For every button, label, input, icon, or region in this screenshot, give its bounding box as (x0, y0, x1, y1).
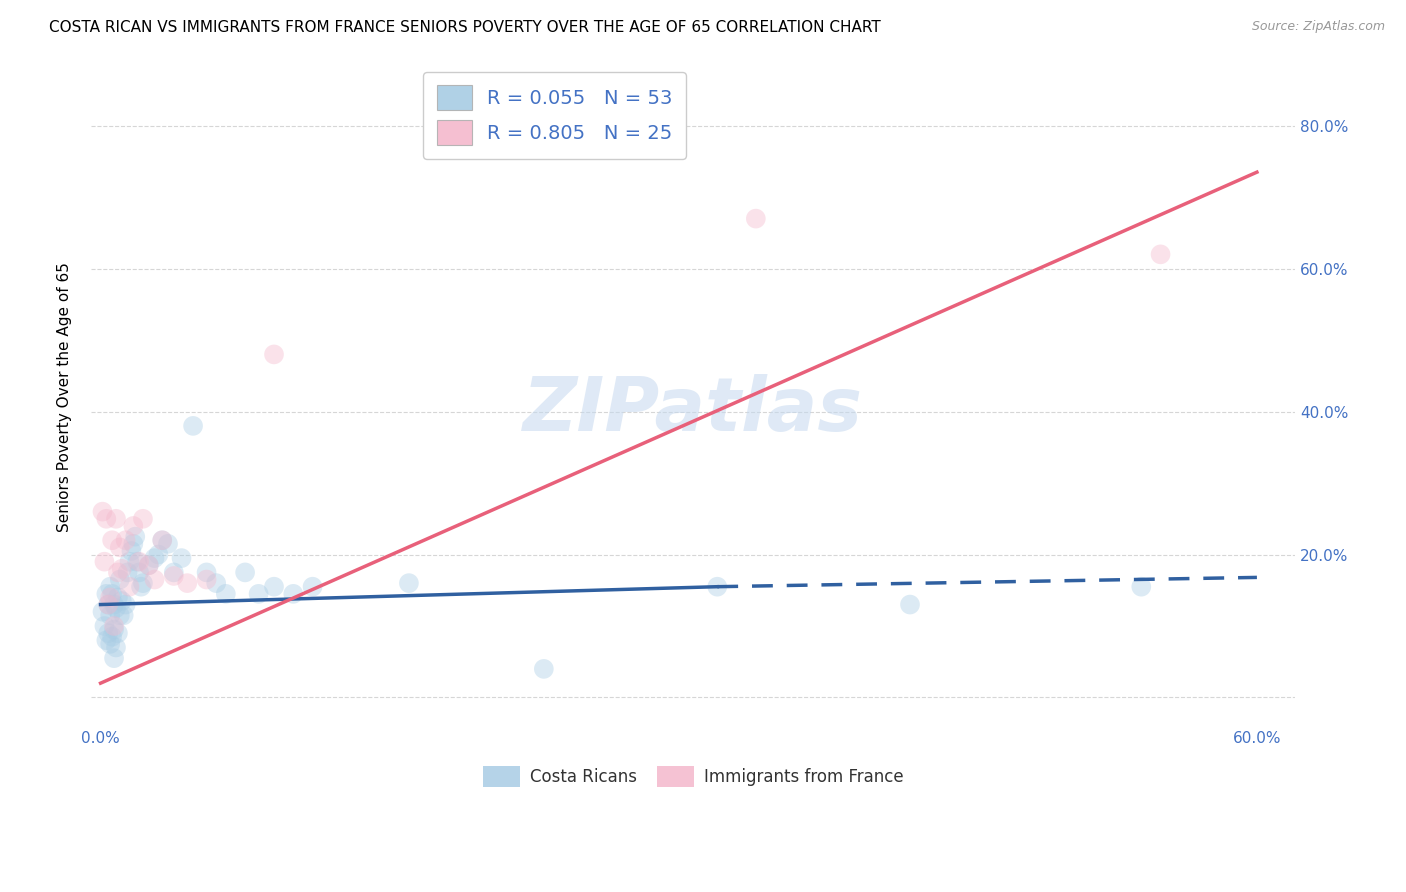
Point (103, 623, 125, 637)
Point (247, 587, 270, 601)
Point (128, 566, 150, 580)
Text: COSTA RICAN VS IMMIGRANTS FROM FRANCE SENIORS POVERTY OVER THE AGE OF 65 CORRELA: COSTA RICAN VS IMMIGRANTS FROM FRANCE SE… (49, 20, 882, 35)
Point (122, 537, 145, 551)
Point (98, 580, 121, 594)
Point (148, 548, 170, 562)
Point (117, 566, 139, 580)
Legend: Costa Ricans, Immigrants from France: Costa Ricans, Immigrants from France (477, 760, 910, 793)
Point (104, 512, 127, 526)
Point (93, 555, 115, 569)
Point (103, 651, 125, 665)
Point (205, 576, 228, 591)
Point (129, 580, 152, 594)
Point (124, 530, 146, 544)
Point (163, 566, 186, 580)
Point (1130, 580, 1153, 594)
Point (101, 533, 124, 548)
Point (143, 551, 166, 566)
Point (195, 573, 218, 587)
Point (118, 580, 141, 594)
Point (170, 551, 193, 566)
Point (118, 555, 141, 569)
Point (114, 533, 136, 548)
Point (128, 555, 150, 569)
Point (98, 591, 121, 605)
Point (111, 594, 134, 608)
Point (108, 541, 131, 555)
Point (1149, 247, 1171, 261)
Point (101, 630, 124, 644)
Point (111, 562, 134, 576)
Point (163, 569, 186, 583)
Point (101, 587, 124, 601)
Point (181, 418, 204, 433)
Point (233, 566, 256, 580)
Point (97, 598, 120, 612)
Point (195, 566, 218, 580)
Point (122, 519, 145, 533)
Point (127, 555, 149, 569)
Point (108, 608, 131, 623)
Point (176, 576, 198, 591)
Point (107, 566, 129, 580)
Point (103, 598, 125, 612)
Point (132, 576, 155, 591)
Point (301, 580, 323, 594)
Point (107, 626, 129, 640)
Point (97, 598, 120, 612)
Point (132, 512, 155, 526)
Point (104, 640, 127, 655)
Point (114, 598, 136, 612)
Point (98, 637, 121, 651)
Point (398, 576, 420, 591)
Point (706, 580, 728, 594)
Point (96, 512, 118, 526)
Point (96, 587, 118, 601)
Point (108, 573, 131, 587)
Point (120, 544, 142, 558)
Point (150, 533, 173, 548)
Point (93, 619, 115, 633)
Point (150, 533, 173, 548)
Point (263, 580, 285, 594)
Point (104, 601, 127, 615)
Text: Source: ZipAtlas.com: Source: ZipAtlas.com (1251, 20, 1385, 33)
Point (898, 598, 921, 612)
Point (143, 573, 166, 587)
Point (107, 591, 129, 605)
Point (138, 558, 160, 573)
Point (263, 347, 285, 361)
Point (97, 626, 120, 640)
Text: ZIPatlas: ZIPatlas (523, 374, 863, 447)
Point (215, 587, 238, 601)
Point (283, 587, 305, 601)
Point (91, 605, 114, 619)
Y-axis label: Seniors Poverty Over the Age of 65: Seniors Poverty Over the Age of 65 (58, 262, 72, 533)
Point (533, 662, 555, 676)
Point (138, 558, 160, 573)
Point (157, 537, 180, 551)
Point (91, 505, 114, 519)
Point (103, 619, 125, 633)
Point (98, 608, 121, 623)
Point (96, 633, 118, 648)
Point (112, 608, 135, 623)
Point (745, 211, 768, 226)
